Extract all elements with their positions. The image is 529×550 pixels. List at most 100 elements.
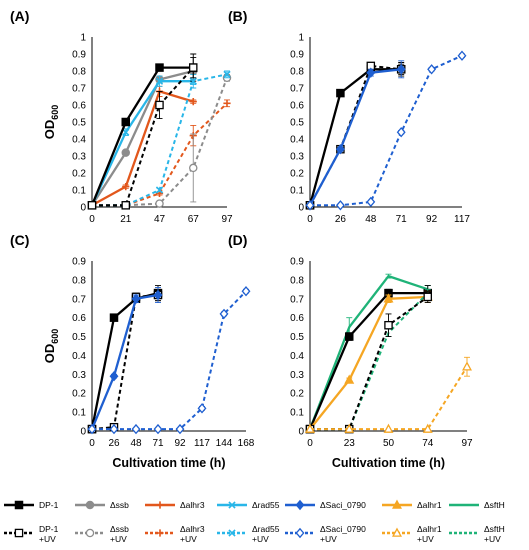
y-axis-title: OD600 xyxy=(42,329,60,364)
x-tick-label: 0 xyxy=(89,438,95,449)
panel-label: (B) xyxy=(228,8,247,24)
y-tick-label: 0.8 xyxy=(290,67,304,78)
y-tick-label: 0.7 xyxy=(72,294,86,305)
data-point xyxy=(109,313,119,322)
y-tick-label: 0.2 xyxy=(72,389,86,400)
x-tick-label: 117 xyxy=(454,214,470,225)
series-line xyxy=(92,66,195,207)
legend-marker xyxy=(14,500,24,510)
y-tick-label: 0.1 xyxy=(290,186,304,197)
legend-item-delta-sfth-plus-uv: ΔsftH+UV xyxy=(449,524,505,544)
legend-label: Δssb xyxy=(110,524,129,534)
data-point xyxy=(197,403,207,414)
y-tick-label: 0.9 xyxy=(290,257,304,268)
legend-label: Δalhr1 xyxy=(417,524,442,534)
y-tick-label: 1 xyxy=(80,33,86,44)
x-tick-label: 97 xyxy=(221,214,233,225)
data-point xyxy=(155,63,164,72)
data-point xyxy=(336,88,345,98)
data-point xyxy=(305,200,315,211)
legend-label: ΔsftH xyxy=(484,500,505,510)
series-line xyxy=(309,64,402,206)
legend: DP-1 Δssb Δalhr3 Δrad55 ΔSaci_0790 Δalhr1 Δsft… xyxy=(4,499,505,544)
legend-item-delta-alhr3-plus-uv: Δalhr3+UV xyxy=(145,524,205,544)
legend-label-uv: +UV xyxy=(484,534,501,544)
x-tick-label: 97 xyxy=(461,438,473,449)
panel-label: (A) xyxy=(10,8,29,24)
series-line xyxy=(308,291,428,430)
legend-label: Δrad55 xyxy=(252,500,280,510)
legend-label-uv: +UV xyxy=(252,534,269,544)
legend-label: DP-1 xyxy=(39,500,59,510)
series-delta-alhr1 xyxy=(305,290,433,433)
data-point xyxy=(335,200,345,211)
legend-item-delta-rad55: Δrad55 xyxy=(217,500,280,510)
legend-label: Δalhr1 xyxy=(417,500,442,510)
y-tick-label: 0.3 xyxy=(72,152,86,163)
x-tick-label: 26 xyxy=(335,214,347,225)
data-point xyxy=(175,423,185,435)
data-point xyxy=(189,77,197,85)
legend-item-delta-ssb-plus-uv: Δssb+UV xyxy=(75,524,129,544)
legend-marker xyxy=(392,499,402,509)
y-tick-label: 0.2 xyxy=(290,169,304,180)
legend-label-uv: +UV xyxy=(180,534,197,544)
chart-panels: (A) 0 0.1 0.2 0.3 0.4 0.5 0.6 0.7 0.8 0.9 1 0 21 47 67 9… xyxy=(10,8,473,470)
legend-label: Δssb xyxy=(110,500,129,510)
chart-panel-3: (C) 0 0.1 0.2 0.3 0.4 0.5 0.6 0.7 0.8 0.9 0 26 48 71 92… xyxy=(10,232,255,470)
data-point xyxy=(223,99,231,107)
series-line xyxy=(90,80,194,206)
x-tick-label: 23 xyxy=(344,438,356,449)
legend-label: Δrad55 xyxy=(252,524,280,534)
series-delta-alhr1-plus-uv xyxy=(305,356,472,433)
legend-item-dp-1: DP-1 xyxy=(4,500,59,510)
x-tick-label: 117 xyxy=(194,438,210,449)
y-tick-label: 0.8 xyxy=(72,275,86,286)
x-tick-label: 71 xyxy=(152,438,164,449)
data-point xyxy=(121,117,131,127)
legend-item-delta-saci-0790-plus-uv: ΔSaci_0790+UV xyxy=(285,524,366,544)
legend-label: Δalhr3 xyxy=(180,524,205,534)
series-dp-1-plus-uv xyxy=(87,56,198,210)
y-tick-label: 0.6 xyxy=(72,313,86,324)
x-tick-label: 168 xyxy=(238,438,255,449)
series-line xyxy=(91,294,159,431)
x-axis-title: Cultivation time (h) xyxy=(332,456,445,470)
y-tick-label: 0.5 xyxy=(290,332,304,343)
legend-item-dp-1-plus-uv: DP-1+UV xyxy=(4,524,59,544)
legend-label-uv: +UV xyxy=(39,534,56,544)
y-tick-label: 0.1 xyxy=(72,186,86,197)
y-tick-label: 0.9 xyxy=(72,50,86,61)
x-tick-label: 47 xyxy=(154,214,166,225)
data-point xyxy=(366,196,376,208)
x-tick-label: 67 xyxy=(188,214,200,225)
y-tick-label: 0.4 xyxy=(72,135,86,146)
data-point xyxy=(383,423,394,433)
y-tick-label: 0.3 xyxy=(72,370,86,381)
data-point xyxy=(427,64,437,75)
y-tick-label: 0.9 xyxy=(72,257,86,268)
y-tick-label: 0.7 xyxy=(72,84,86,95)
y-tick-label: 0.5 xyxy=(72,332,86,343)
series-line xyxy=(310,292,429,431)
data-point xyxy=(223,70,231,79)
x-tick-label: 48 xyxy=(130,438,142,449)
x-tick-label: 48 xyxy=(365,214,377,225)
series-line xyxy=(91,69,194,206)
legend-marker xyxy=(228,529,236,537)
series-line xyxy=(310,296,429,431)
data-point xyxy=(396,127,406,138)
series-line xyxy=(90,66,194,206)
data-point xyxy=(423,292,432,302)
data-point xyxy=(219,308,229,320)
data-point xyxy=(396,64,406,75)
y-tick-label: 0.6 xyxy=(72,101,86,112)
data-point xyxy=(384,320,393,330)
panel-label: (C) xyxy=(10,232,29,248)
legend-marker xyxy=(156,529,164,537)
y-tick-label: 0.5 xyxy=(290,118,304,129)
data-point xyxy=(188,63,198,72)
legend-marker xyxy=(156,501,164,509)
data-point xyxy=(335,144,345,155)
